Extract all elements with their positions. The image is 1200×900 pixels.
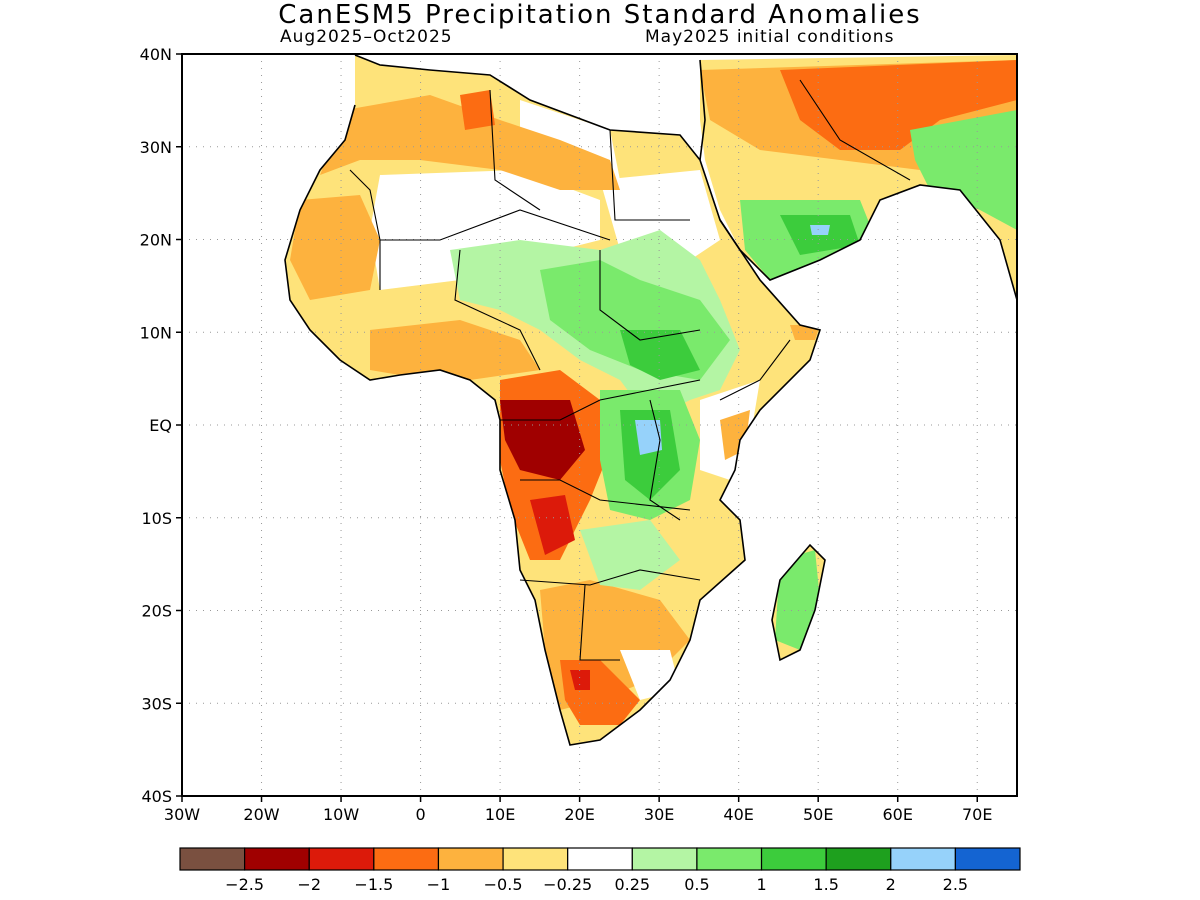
colorbar <box>179 847 1021 871</box>
lon-label: 30E <box>644 805 674 824</box>
border-algeria-libya <box>489 89 541 211</box>
border-ethiopia <box>719 339 791 401</box>
dry-core-angola <box>530 495 575 555</box>
wet-pakistan <box>910 110 1017 230</box>
lon-label: 30W <box>164 805 200 824</box>
arabia-coast <box>719 184 1017 301</box>
lat-label: 30N <box>140 138 172 157</box>
lon-label: 50E <box>803 805 833 824</box>
colorbar-label: 1 <box>756 875 766 894</box>
colorbar-labels: −2.5 −2 −1.5 −1 −0.5 −0.25 0.25 0.5 1 1.5 2 2.5 <box>225 875 968 894</box>
dry-spot-namibia <box>570 670 590 690</box>
colorbar-swatch <box>373 847 440 871</box>
border-sahara <box>380 209 611 241</box>
madagascar-coast <box>771 543 826 662</box>
colorbar-label: 2.5 <box>943 875 968 894</box>
border-congo-angola <box>520 479 691 511</box>
lat-label: 40N <box>140 45 172 64</box>
neutral-sahel <box>370 170 600 290</box>
border-equatorial <box>500 379 701 421</box>
lon-label: 40E <box>723 805 753 824</box>
anomaly-field <box>182 54 1017 796</box>
colorbar-swatch <box>567 847 633 871</box>
lat-label: 30S <box>141 694 172 713</box>
colorbar-swatch <box>244 847 310 871</box>
dry-core-algeria <box>460 90 495 130</box>
wet-max-arabia <box>810 225 830 235</box>
latitude-labels: 40N 30N 20N 10N EQ 10S 20S 30S 40S <box>140 45 182 806</box>
country-borders <box>349 79 911 661</box>
lon-label: 60E <box>882 805 912 824</box>
sinai-coast <box>699 59 706 161</box>
lat-label: 40S <box>141 787 172 806</box>
africa-coastline <box>284 54 822 746</box>
neutral-sudan <box>600 170 720 260</box>
border-libya-egypt <box>609 129 690 221</box>
border-mauritania <box>349 169 381 290</box>
lon-label: 70E <box>962 805 992 824</box>
initial-conditions: May2025 initial conditions <box>645 27 895 47</box>
wet-madagascar <box>775 550 820 650</box>
lat-label: 20S <box>141 602 172 621</box>
colorbar-swatch <box>437 847 504 871</box>
colorbar-label: −2 <box>297 875 321 894</box>
forecast-period: Aug2025–Oct2025 <box>280 27 453 47</box>
colorbar-swatch <box>502 847 569 871</box>
border-niger-nigeria <box>454 249 541 371</box>
dry-core-iran <box>780 60 1017 150</box>
dry-band-north <box>320 95 620 190</box>
longitude-labels: 30W 20W 10W 0 10E 20E 30E 40E 50E 60E 70E <box>164 796 992 824</box>
colorbar-label: 0.5 <box>684 875 709 894</box>
dry-band-guinea <box>370 320 540 380</box>
border-namibia <box>519 569 701 586</box>
lat-label: 10S <box>141 509 172 528</box>
colorbar-swatch <box>760 847 827 871</box>
wet-max-tanganyika <box>635 420 662 455</box>
lon-label: 10W <box>323 805 359 824</box>
dry-band-west <box>290 195 380 300</box>
lon-label: 10E <box>485 805 515 824</box>
lat-label: 20N <box>140 231 172 250</box>
colorbar-label: −1 <box>427 875 451 894</box>
colorbar-swatch <box>954 847 1021 871</box>
wet-core-great-lakes <box>620 410 680 500</box>
wet-core-south-sudan <box>620 330 700 380</box>
lon-label: 20W <box>243 805 279 824</box>
colorbar-label: 0.25 <box>614 875 650 894</box>
colorbar-label: 2 <box>886 875 896 894</box>
border-rift <box>649 399 681 521</box>
colorbar-label: −2.5 <box>225 875 264 894</box>
border-botswana <box>579 584 620 661</box>
lon-label: 20E <box>564 805 594 824</box>
colorbar-label: 1.5 <box>813 875 838 894</box>
colorbar-label: −1.5 <box>354 875 393 894</box>
colorbar-swatch <box>179 847 246 871</box>
border-sudan <box>599 250 701 341</box>
colorbar-swatch <box>696 847 763 871</box>
coastlines <box>284 54 1017 746</box>
colorbar-swatch <box>890 847 956 871</box>
chart-title: CanESM5 Precipitation Standard Anomalies <box>278 0 922 30</box>
lon-label: 0 <box>415 805 425 824</box>
colorbar-swatch <box>631 847 698 871</box>
colorbar-label: −0.25 <box>543 875 592 894</box>
colorbar-swatch <box>308 847 375 871</box>
colorbar-label: −0.5 <box>484 875 523 894</box>
colorbar-swatch <box>825 847 892 871</box>
border-iran-iraq <box>799 79 911 181</box>
lat-label: 10N <box>140 323 172 342</box>
lat-label: EQ <box>149 416 172 435</box>
